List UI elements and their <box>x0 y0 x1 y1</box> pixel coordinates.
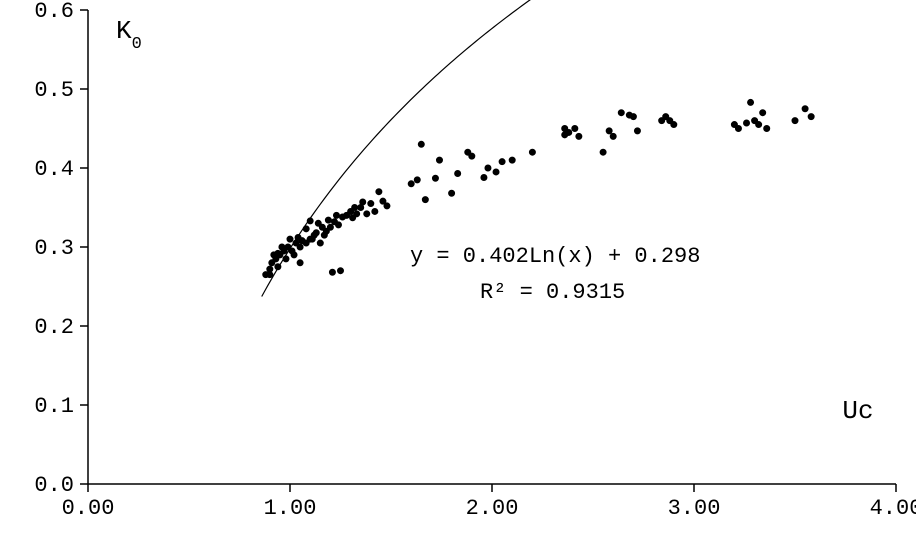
data-point <box>748 99 754 105</box>
data-point <box>352 205 358 211</box>
data-point <box>327 224 333 230</box>
data-point <box>606 128 612 134</box>
data-point <box>481 174 487 180</box>
data-point <box>808 114 814 120</box>
y-tick-label: 0.5 <box>34 78 74 103</box>
data-point <box>368 201 374 207</box>
data-point <box>360 199 366 205</box>
data-point <box>618 110 624 116</box>
data-point <box>469 153 475 159</box>
data-point <box>297 260 303 266</box>
data-point <box>744 120 750 126</box>
data-point <box>671 122 677 128</box>
data-point <box>333 212 339 218</box>
data-point <box>313 230 319 236</box>
data-point <box>485 165 491 171</box>
data-point <box>756 122 762 128</box>
data-point <box>307 218 313 224</box>
data-point <box>422 197 428 203</box>
data-point <box>449 190 455 196</box>
data-point <box>566 129 572 135</box>
data-point <box>329 269 335 275</box>
x-axis-label: Uc <box>842 396 873 426</box>
data-point <box>792 118 798 124</box>
data-point <box>303 226 309 232</box>
data-point <box>634 128 640 134</box>
data-point <box>572 126 578 132</box>
y-tick-label: 0.0 <box>34 473 74 498</box>
data-point <box>317 240 323 246</box>
data-point <box>436 157 442 163</box>
data-point <box>576 133 582 139</box>
x-tick-label: 2.00 <box>466 496 519 521</box>
x-tick-label: 1.00 <box>264 496 317 521</box>
y-tick-label: 0.1 <box>34 394 74 419</box>
data-point <box>610 133 616 139</box>
data-point <box>414 177 420 183</box>
data-point <box>384 203 390 209</box>
data-point <box>283 256 289 262</box>
y-tick-label: 0.6 <box>34 0 74 24</box>
data-point <box>529 149 535 155</box>
y-tick-label: 0.2 <box>34 315 74 340</box>
data-point <box>325 217 331 223</box>
data-point <box>338 268 344 274</box>
data-point <box>408 181 414 187</box>
data-point <box>376 189 382 195</box>
data-point <box>287 236 293 242</box>
x-tick-label: 0.00 <box>62 496 115 521</box>
data-point <box>630 114 636 120</box>
data-point <box>493 169 499 175</box>
fit-r2-text: R² = 0.9315 <box>480 280 625 305</box>
scatter-chart: 0.00 1.00 2.00 3.00 4.00 0.0 0.1 0.2 0.3 0.4 0.5 0.… <box>0 0 916 533</box>
data-point <box>764 126 770 132</box>
data-point <box>735 126 741 132</box>
data-point <box>354 211 360 217</box>
data-point <box>267 272 273 278</box>
y-tick-label: 0.4 <box>34 157 74 182</box>
x-tick-label: 3.00 <box>668 496 721 521</box>
data-point <box>455 171 461 177</box>
data-point <box>432 175 438 181</box>
fit-equation-text: y = 0.402Ln(x) + 0.298 <box>410 244 700 269</box>
data-point <box>335 222 341 228</box>
data-point <box>364 211 370 217</box>
data-point <box>275 264 281 270</box>
data-point <box>499 159 505 165</box>
data-point <box>418 141 424 147</box>
data-point <box>291 252 297 258</box>
data-point <box>372 208 378 214</box>
data-point <box>600 149 606 155</box>
data-point <box>802 106 808 112</box>
data-point <box>760 110 766 116</box>
y-tick-label: 0.3 <box>34 236 74 261</box>
x-tick-label: 4.00 <box>870 496 916 521</box>
data-point <box>297 244 303 250</box>
data-point <box>509 157 515 163</box>
